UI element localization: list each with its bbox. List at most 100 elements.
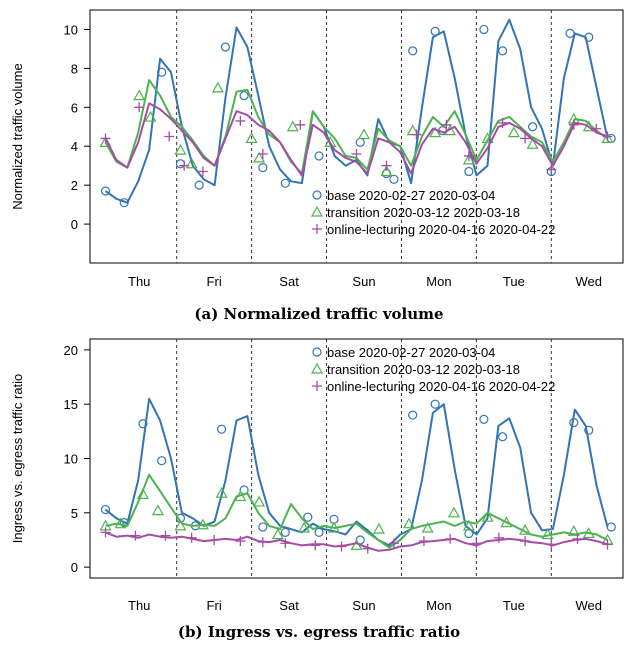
- data-point: [160, 530, 171, 541]
- data-point: [175, 159, 186, 169]
- series-line: [104, 18, 609, 204]
- data-point: [601, 132, 614, 144]
- data-point: [119, 198, 129, 208]
- data-point: [164, 131, 175, 142]
- data-point: [303, 512, 313, 522]
- data-point: [336, 541, 347, 552]
- data-point: [421, 521, 434, 533]
- data-point: [372, 522, 385, 534]
- data-point: [217, 424, 227, 434]
- data-point: [567, 525, 580, 536]
- data-point: [463, 150, 474, 161]
- data-point: [100, 186, 111, 196]
- legend-entry: base 2020-02-27 2020-03-04: [327, 188, 495, 203]
- data-point: [526, 138, 539, 149]
- x-tick-label: Sat: [279, 598, 299, 613]
- data-point: [527, 122, 538, 132]
- data-point: [298, 521, 311, 533]
- legend-marker: [312, 347, 322, 357]
- data-point: [520, 133, 531, 144]
- data-point: [464, 528, 474, 539]
- legend-marker: [312, 381, 322, 391]
- data-point: [328, 521, 341, 533]
- data-point: [253, 151, 266, 163]
- series-line: [104, 397, 609, 547]
- data-point: [258, 163, 268, 173]
- data-point: [157, 67, 167, 77]
- data-point: [257, 149, 268, 160]
- data-point: [464, 166, 474, 177]
- data-point: [500, 516, 513, 528]
- data-point: [481, 132, 494, 144]
- legend-marker: [312, 190, 322, 200]
- data-point: [408, 46, 418, 56]
- data-point: [380, 165, 393, 177]
- data-point: [196, 518, 209, 530]
- y-tick-label: 15: [64, 397, 78, 412]
- legend-entry: base 2020-02-27 2020-03-04: [327, 345, 495, 360]
- data-point: [253, 495, 266, 507]
- legend-entry: transition 2020-03-12 2020-03-18: [327, 362, 520, 377]
- data-point: [402, 517, 415, 529]
- series-line: [105, 473, 608, 549]
- data-point: [568, 119, 579, 130]
- data-point: [362, 543, 373, 554]
- data-point: [136, 488, 149, 499]
- y-tick-label: 10: [64, 22, 78, 37]
- data-point: [462, 153, 475, 165]
- data-point: [257, 537, 268, 548]
- y-tick-label: 20: [64, 343, 78, 358]
- data-point: [519, 523, 532, 535]
- x-tick-label: Fri: [207, 598, 222, 613]
- data-point: [220, 42, 230, 52]
- data-point: [591, 123, 602, 134]
- data-point: [209, 534, 220, 545]
- data-point: [197, 166, 208, 177]
- data-point: [157, 456, 167, 466]
- data-point: [381, 160, 392, 171]
- data-point: [134, 102, 145, 113]
- x-tick-label: Sun: [352, 598, 375, 613]
- data-point: [498, 46, 508, 56]
- data-point: [194, 180, 204, 190]
- data-point: [280, 178, 290, 188]
- data-point: [572, 533, 583, 544]
- data-point: [606, 522, 616, 532]
- legend-entry: transition 2020-03-12 2020-03-18: [327, 205, 520, 220]
- legend-marker: [310, 362, 324, 374]
- data-point: [133, 89, 146, 101]
- data-point: [582, 527, 595, 539]
- x-tick-label: Tue: [503, 598, 525, 613]
- plot-frame: [89, 9, 624, 264]
- data-point: [355, 137, 365, 147]
- data-point: [430, 26, 440, 37]
- data-point: [389, 174, 399, 184]
- data-point: [235, 115, 246, 126]
- data-point: [507, 126, 520, 138]
- data-point: [310, 540, 321, 551]
- data-point: [324, 136, 337, 147]
- data-point: [179, 160, 190, 171]
- data-point: [584, 32, 594, 42]
- legend-marker: [310, 205, 324, 217]
- data-point: [498, 432, 508, 442]
- data-point: [565, 28, 575, 38]
- data-point: [493, 532, 504, 543]
- y-axis-label: Normalized traffic volume: [10, 63, 25, 209]
- x-tick-label: Tue: [503, 274, 525, 289]
- data-point: [445, 533, 456, 544]
- legend-entry: online-lecturing 2020-04-16 2020-04-22: [327, 222, 555, 237]
- data-point: [441, 119, 452, 130]
- data-point: [234, 490, 247, 502]
- data-point: [235, 536, 246, 547]
- data-point: [100, 133, 111, 144]
- data-point: [138, 419, 148, 429]
- data-point: [239, 91, 249, 101]
- x-tick-label: Mon: [426, 598, 451, 613]
- data-point: [258, 522, 268, 532]
- panel-ingress-egress-ratio: 0 5 10 15 20 Ingress vs. egress traffic ratio…: [10, 338, 624, 641]
- data-point: [130, 530, 141, 541]
- data-point: [185, 157, 198, 169]
- panel-normalized-traffic-volume: 0 2 4 6 8 10 Normalized traffic volume Thu Fri Sa…: [10, 9, 624, 323]
